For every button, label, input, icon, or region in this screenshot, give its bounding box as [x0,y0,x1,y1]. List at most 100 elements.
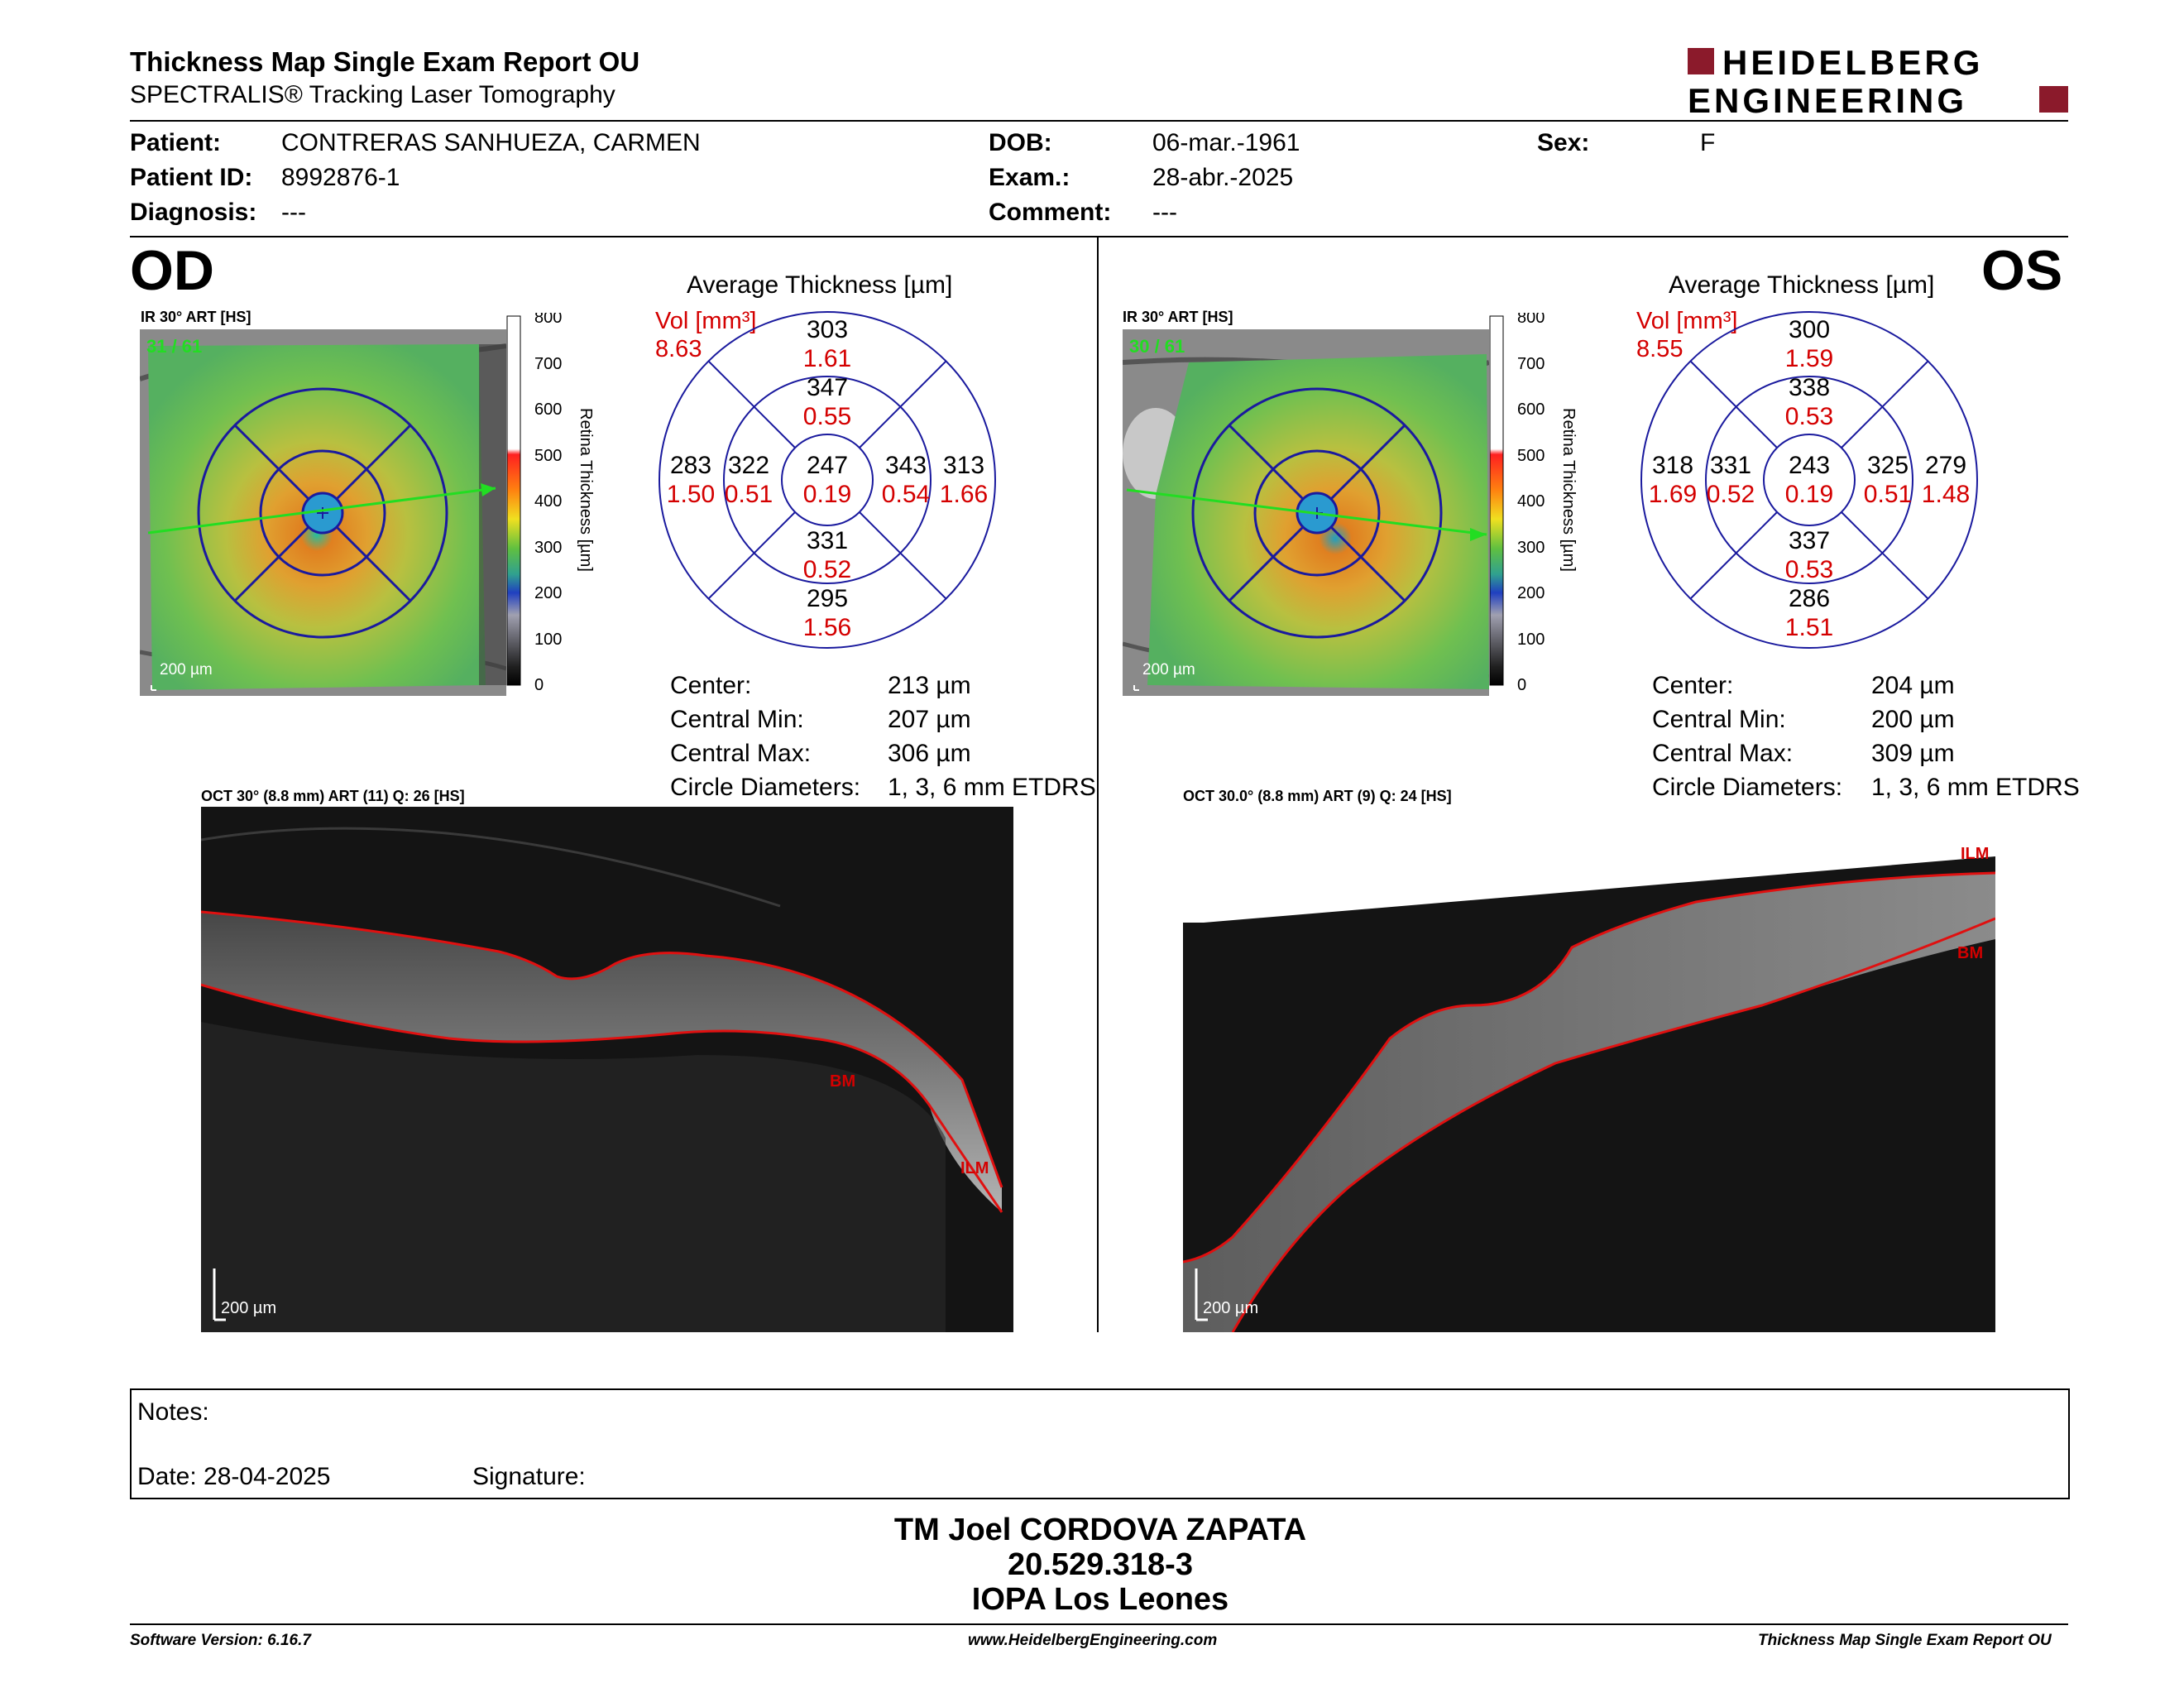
svg-text:Retina Thickness [µm]: Retina Thickness [µm] [1559,408,1578,572]
notes-box: Notes: Date: 28-04-2025 Signature: [130,1388,2070,1499]
od-diam-label: Circle Diameters: [670,774,861,801]
os-oct-caption: OCT 30.0° (8.8 mm) ART (9) Q: 24 [HS] [1183,788,1452,804]
diagnosis-label: Diagnosis: [130,199,257,226]
svg-text:1.69: 1.69 [1649,481,1697,508]
od-label: OD [130,239,214,302]
comment-value: --- [1152,199,1177,226]
svg-text:300: 300 [534,539,562,557]
svg-text:31 / 61: 31 / 61 [146,336,202,357]
os-ir-caption: IR 30° ART [HS] [1123,309,1233,325]
date-field: Date: 28-04-2025 [137,1463,331,1490]
signer-name: TM Joel CORDOVA ZAPATA [893,1513,1307,1547]
svg-text:0: 0 [1517,676,1526,694]
svg-text:338: 338 [1789,374,1830,401]
report-title: Thickness Map Single Exam Report OU [130,46,640,77]
svg-text:800: 800 [1517,313,1545,327]
svg-text:HEIDELBERG: HEIDELBERG [1722,45,1983,82]
od-color-scale: 800 700 600 500 400 300 200 100 0 Retina… [506,313,595,694]
svg-text:295: 295 [807,585,848,612]
od-center-value: 213 µm [888,672,971,699]
svg-text:800: 800 [534,313,562,327]
svg-text:325: 325 [1867,452,1909,479]
od-oct-scan: BM ILM 200 µm [201,807,1013,1332]
od-vol-label: Vol [mm³] [655,308,757,334]
svg-text:300: 300 [1517,539,1545,557]
svg-text:0.51: 0.51 [1864,481,1912,508]
svg-text:ENGINEERING: ENGINEERING [1688,81,1967,117]
od-vol-value: 8.63 [655,336,702,362]
od-diam-value: 1, 3, 6 mm ETDRS [888,774,1096,801]
svg-text:Retina Thickness [µm]: Retina Thickness [µm] [577,408,595,572]
header-divider [130,120,2068,122]
signer-org: IOPA Los Leones [971,1582,1229,1617]
od-etdrs-overlay: 31 / 61 200 µm [146,336,496,691]
svg-text:347: 347 [807,374,848,401]
svg-text:343: 343 [885,452,927,479]
svg-text:400: 400 [534,492,562,511]
svg-text:279: 279 [1925,452,1966,479]
os-max-value: 309 µm [1871,740,1955,767]
od-oct-caption: OCT 30° (8.8 mm) ART (11) Q: 26 [HS] [201,788,465,804]
svg-text:1.48: 1.48 [1922,481,1970,508]
svg-text:243: 243 [1789,452,1830,479]
svg-text:303: 303 [807,316,848,343]
os-label: OS [1981,239,2063,302]
exam-label: Exam.: [989,164,1070,191]
comment-label: Comment: [989,199,1112,226]
od-center-label: Center: [670,672,752,699]
od-min-label: Central Min: [670,706,804,733]
dob-label: DOB: [989,129,1052,156]
svg-text:200 µm: 200 µm [1203,1299,1258,1317]
signer-rut: 20.529.318-3 [1008,1547,1193,1582]
svg-text:200 µm: 200 µm [160,661,213,679]
od-etdrs-grid: 303 1.61 347 0.55 247 0.19 322 0.51 343 … [659,311,996,649]
svg-text:ILM: ILM [960,1159,989,1177]
os-oct-scan: ILM BM 200 µm [1183,807,1995,1332]
eye-divider [1097,237,1099,1332]
svg-text:331: 331 [807,527,848,554]
heidelberg-logo: HEIDELBERG ENGINEERING [1688,45,2068,117]
svg-text:1.56: 1.56 [803,614,851,641]
sex-value: F [1700,129,1716,156]
svg-text:0: 0 [534,676,544,694]
os-min-label: Central Min: [1652,706,1786,733]
svg-text:322: 322 [728,452,769,479]
os-min-value: 200 µm [1871,706,1955,733]
os-max-label: Central Max: [1652,740,1794,767]
svg-text:600: 600 [1517,400,1545,419]
svg-text:200: 200 [534,584,562,602]
os-avg-title: Average Thickness [µm] [1669,271,1935,299]
exam-value: 28-abr.-2025 [1152,164,1294,191]
svg-text:1.59: 1.59 [1785,345,1833,372]
software-version: Software Version: 6.16.7 [130,1632,311,1649]
notes-label: Notes: [137,1398,209,1426]
patient-name: CONTRERAS SANHUEZA, CARMEN [281,129,701,156]
svg-text:0.53: 0.53 [1785,403,1833,430]
svg-text:100: 100 [1517,631,1545,649]
report-subtitle: SPECTRALIS® Tracking Laser Tomography [130,81,615,108]
diagnosis-value: --- [281,199,306,226]
od-max-value: 306 µm [888,740,971,767]
os-vol-value: 8.55 [1636,336,1684,362]
svg-text:0.52: 0.52 [1707,481,1755,508]
svg-text:1.66: 1.66 [940,481,988,508]
dob-value: 06-mar.-1961 [1152,129,1300,156]
signature-field: Signature: [472,1463,586,1490]
svg-text:30 / 61: 30 / 61 [1129,336,1185,357]
svg-text:200 µm: 200 µm [221,1299,276,1317]
website-link[interactable]: www.HeidelbergEngineering.com [968,1632,1218,1649]
svg-text:0.55: 0.55 [803,403,851,430]
svg-text:1.61: 1.61 [803,345,851,372]
svg-text:ILM: ILM [1961,845,1989,863]
svg-text:500: 500 [534,447,562,465]
footer-report-name: Thickness Map Single Exam Report OU [1758,1632,2052,1649]
svg-text:0.19: 0.19 [1785,481,1833,508]
svg-text:247: 247 [807,452,848,479]
svg-text:331: 331 [1710,452,1751,479]
svg-text:1.51: 1.51 [1785,614,1833,641]
svg-text:0.54: 0.54 [882,481,930,508]
svg-text:200: 200 [1517,584,1545,602]
footer-divider [130,1623,2068,1625]
svg-text:283: 283 [670,452,711,479]
od-min-value: 207 µm [888,706,971,733]
